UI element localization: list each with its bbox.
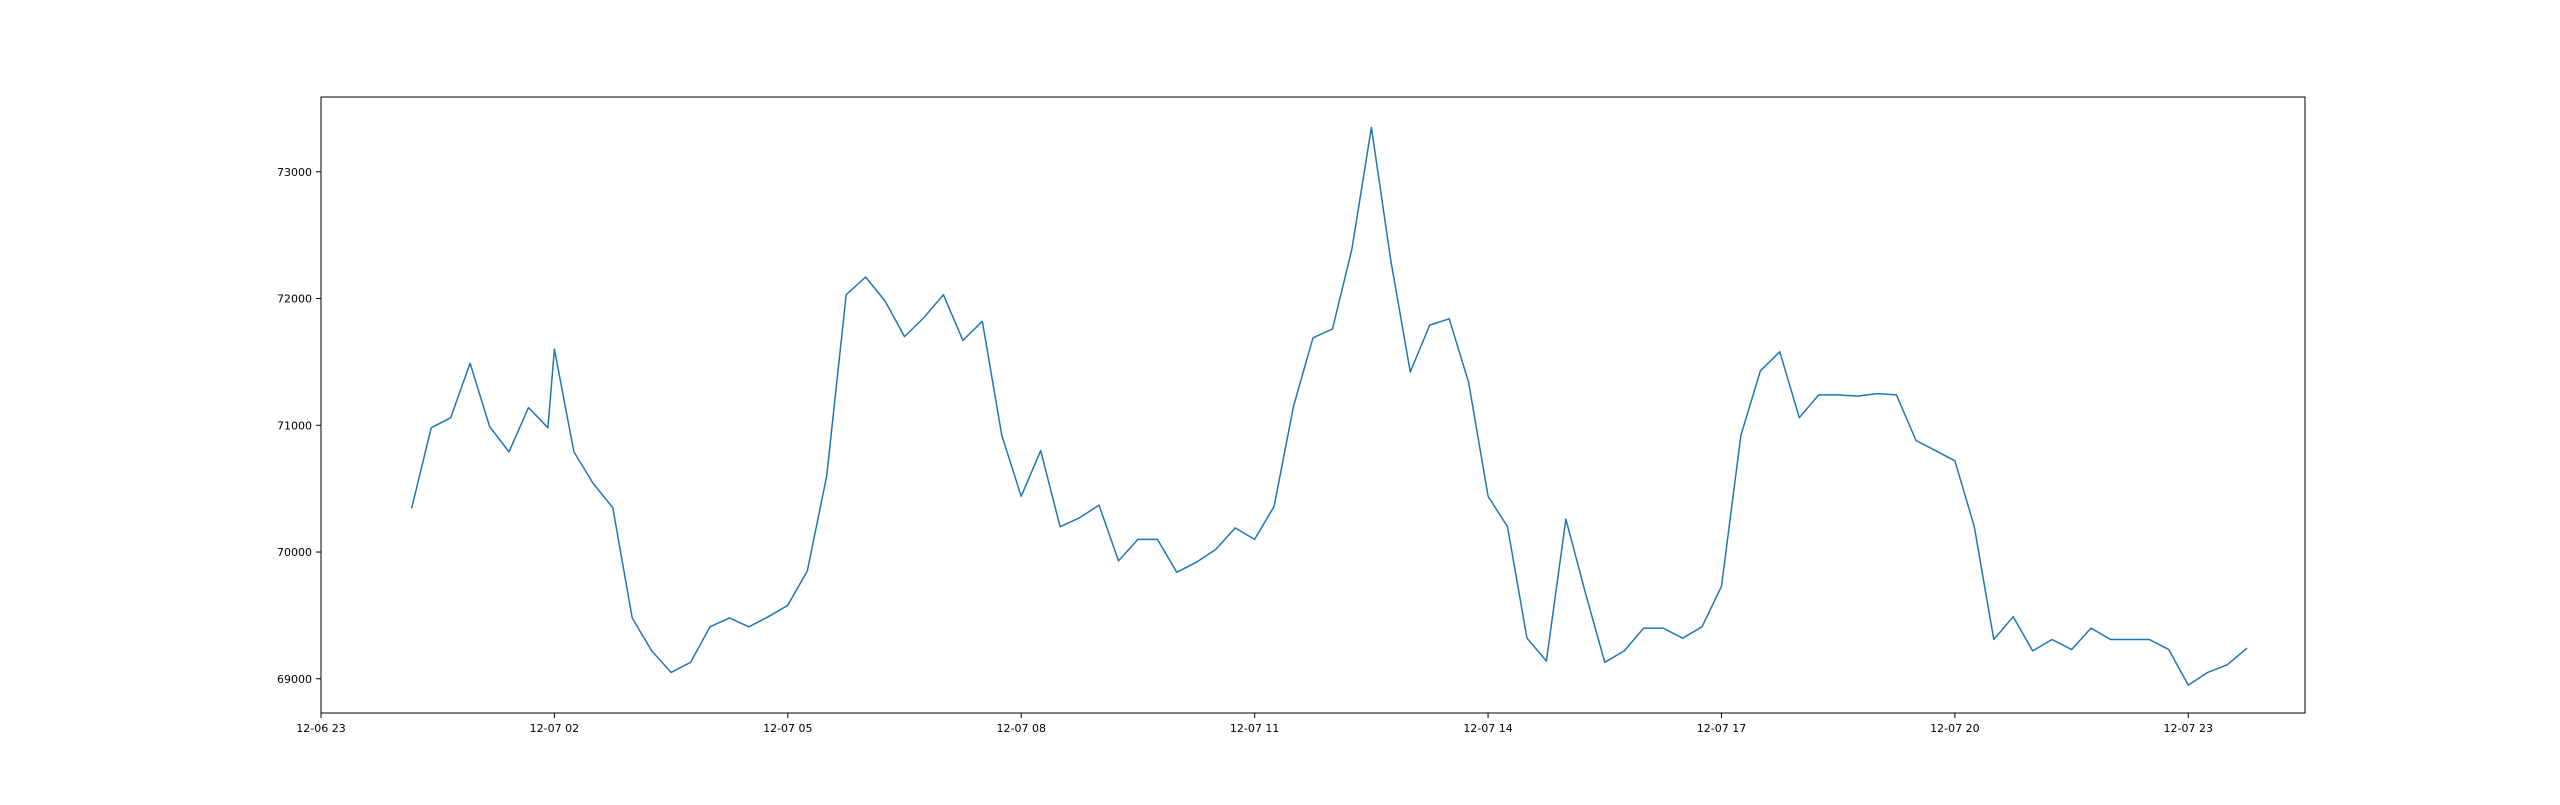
x-tick-label: 12-07 20 xyxy=(1930,722,1979,735)
y-tick-label: 69000 xyxy=(277,673,312,686)
x-tick-label: 12-07 05 xyxy=(763,722,812,735)
x-tick-label: 12-07 11 xyxy=(1230,722,1279,735)
y-axis: 69000 70000 71000 72000 73000 xyxy=(277,166,321,686)
y-tick-label: 72000 xyxy=(277,293,312,306)
x-axis: 12-06 23 12-07 02 12-07 05 12-07 08 12-07 11… xyxy=(296,713,2213,735)
x-tick-label: 12-07 14 xyxy=(1463,722,1512,735)
y-tick-label: 73000 xyxy=(277,166,312,179)
x-tick-label: 12-07 17 xyxy=(1697,722,1746,735)
x-tick-label: 12-07 08 xyxy=(997,722,1046,735)
x-tick-label: 12-06 23 xyxy=(296,722,345,735)
series-line xyxy=(411,126,2248,686)
y-tick-label: 71000 xyxy=(277,419,312,432)
y-tick-label: 70000 xyxy=(277,546,312,559)
x-tick-label: 12-07 23 xyxy=(2164,722,2213,735)
x-tick-label: 12-07 02 xyxy=(530,722,579,735)
plot-area-frame xyxy=(320,96,2306,714)
